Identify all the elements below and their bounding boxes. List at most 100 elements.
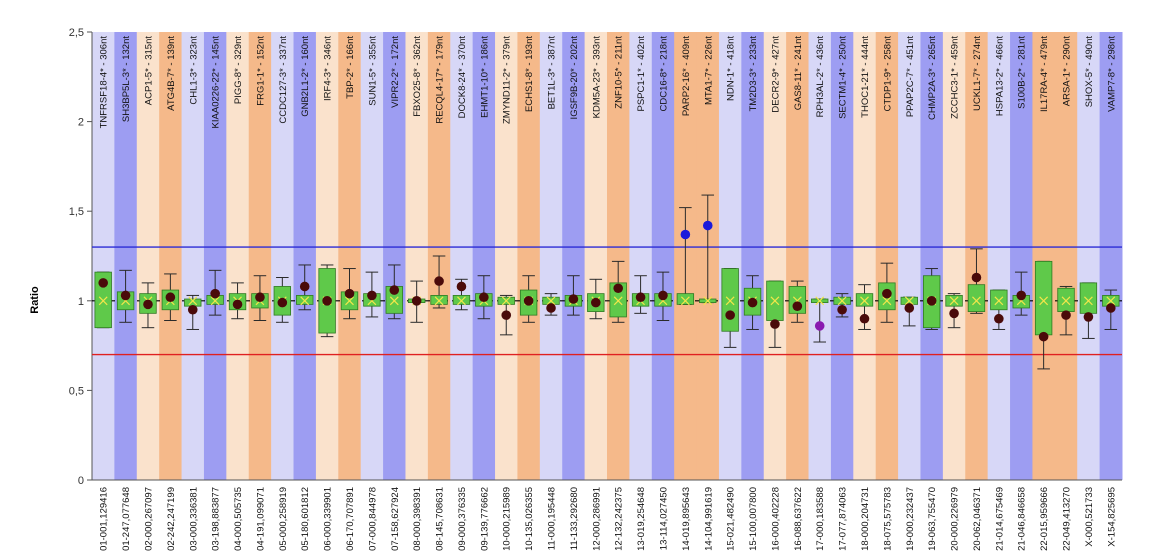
top-label: IRF4-3* - 346nt xyxy=(323,36,334,101)
mean-point xyxy=(613,283,623,294)
mean-point xyxy=(702,220,713,231)
group-34 xyxy=(830,32,854,480)
group-1 xyxy=(92,32,115,480)
group-11 xyxy=(315,32,339,480)
category-band xyxy=(517,32,541,480)
category-band xyxy=(718,32,742,480)
group-3 xyxy=(136,32,160,480)
category-band xyxy=(114,32,138,480)
y-tick-label: 1,5 xyxy=(69,206,84,218)
group-44 xyxy=(1054,32,1078,480)
mean-point xyxy=(770,319,780,329)
top-label: THOC1-21* - 444nt xyxy=(860,36,871,118)
category-band xyxy=(920,32,944,480)
mean-point xyxy=(949,308,959,319)
mean-point xyxy=(658,290,668,301)
group-17 xyxy=(450,32,474,480)
median-marker xyxy=(680,296,690,306)
category-band xyxy=(786,32,810,480)
mean-point xyxy=(277,297,288,308)
mean-point xyxy=(411,296,422,306)
mean-point xyxy=(98,278,108,288)
group-42 xyxy=(1010,32,1033,480)
top-label: RPH3AL-2* - 436nt xyxy=(815,36,826,118)
bottom-label: 14-104,991619 xyxy=(703,487,714,551)
mean-point xyxy=(859,313,870,324)
bottom-label: 13-019,254648 xyxy=(636,487,647,551)
category-band xyxy=(136,32,160,480)
top-label: PIGG-8* - 329nt xyxy=(233,36,244,104)
bottom-label: 18-000,204731 xyxy=(860,487,871,551)
top-label: TBP-2* - 166nt xyxy=(345,36,356,99)
box xyxy=(452,295,471,305)
top-label: HSPA13-2* - 466nt xyxy=(994,36,1005,116)
bottom-label: 04-000,505735 xyxy=(233,487,244,551)
group-26 xyxy=(651,32,675,480)
group-29 xyxy=(718,32,742,480)
top-label: SECTM1-4* - 250nt xyxy=(838,36,849,119)
bottom-label: 15-100,007800 xyxy=(748,487,759,551)
median-marker xyxy=(904,296,914,306)
top-label: ZCCHC3-1* - 459nt xyxy=(950,36,961,119)
category-band xyxy=(651,32,675,480)
group-6 xyxy=(203,32,227,480)
median-marker xyxy=(1061,296,1071,306)
mean-point xyxy=(255,292,265,303)
bottom-label: 04-191,099071 xyxy=(255,487,266,551)
top-label: RECQL4-17* - 179nt xyxy=(435,36,446,124)
top-label: ATG4B-7* - 139nt xyxy=(166,36,177,111)
mean-point xyxy=(635,292,646,303)
mean-point xyxy=(187,304,198,315)
mean-point xyxy=(434,276,444,286)
mean-point xyxy=(165,292,176,303)
bottom-label: 12-132,242375 xyxy=(614,487,625,551)
median-marker xyxy=(501,296,511,306)
median-marker xyxy=(345,296,354,306)
mean-point xyxy=(725,310,735,320)
category-band xyxy=(495,32,518,480)
box xyxy=(94,271,112,329)
box xyxy=(1057,287,1075,312)
category-band xyxy=(159,32,183,480)
mean-point xyxy=(568,294,579,304)
bottom-label: 05-180,601812 xyxy=(300,487,311,551)
median-marker xyxy=(188,296,198,306)
bottom-label: X-000,521733 xyxy=(1084,487,1095,547)
bottom-label: 20-062,046371 xyxy=(972,487,983,551)
category-bands xyxy=(92,32,1123,480)
bottom-label: 21-046,846658 xyxy=(1017,487,1028,551)
bottom-label: 07-000,844978 xyxy=(367,487,378,551)
top-label: CHMP2A-3* - 265nt xyxy=(927,36,938,120)
top-label: KIAA0226-22* - 145nt xyxy=(211,36,222,129)
group-10 xyxy=(293,32,317,480)
mean-point xyxy=(680,229,691,240)
mean-point xyxy=(120,290,131,301)
group-4 xyxy=(159,32,183,480)
category-band xyxy=(1054,32,1078,480)
bottom-label: 09-000,376335 xyxy=(457,487,468,551)
category-band xyxy=(248,32,272,480)
bottom-label: 02-242,247199 xyxy=(166,487,177,551)
category-band xyxy=(942,32,966,480)
group-39 xyxy=(942,32,966,480)
bottom-label: 21-014,675469 xyxy=(994,487,1005,551)
mean-point xyxy=(1016,290,1027,301)
group-18 xyxy=(472,32,496,480)
category-band xyxy=(383,32,406,480)
category-band xyxy=(584,32,608,480)
category-band xyxy=(360,32,384,480)
median-marker xyxy=(725,296,735,306)
group-15 xyxy=(405,32,429,480)
category-band xyxy=(741,32,765,480)
bottom-label: 11-000,195448 xyxy=(547,487,558,550)
mean-point xyxy=(367,290,377,301)
box-series xyxy=(94,194,1120,370)
bottom-label: 01-247,077648 xyxy=(121,487,132,551)
category-band xyxy=(607,32,630,480)
group-33 xyxy=(808,32,832,480)
median-marker xyxy=(1106,296,1116,306)
bottom-label: 22-015,959666 xyxy=(1039,487,1050,551)
group-35 xyxy=(853,32,877,480)
category-band xyxy=(226,32,250,480)
